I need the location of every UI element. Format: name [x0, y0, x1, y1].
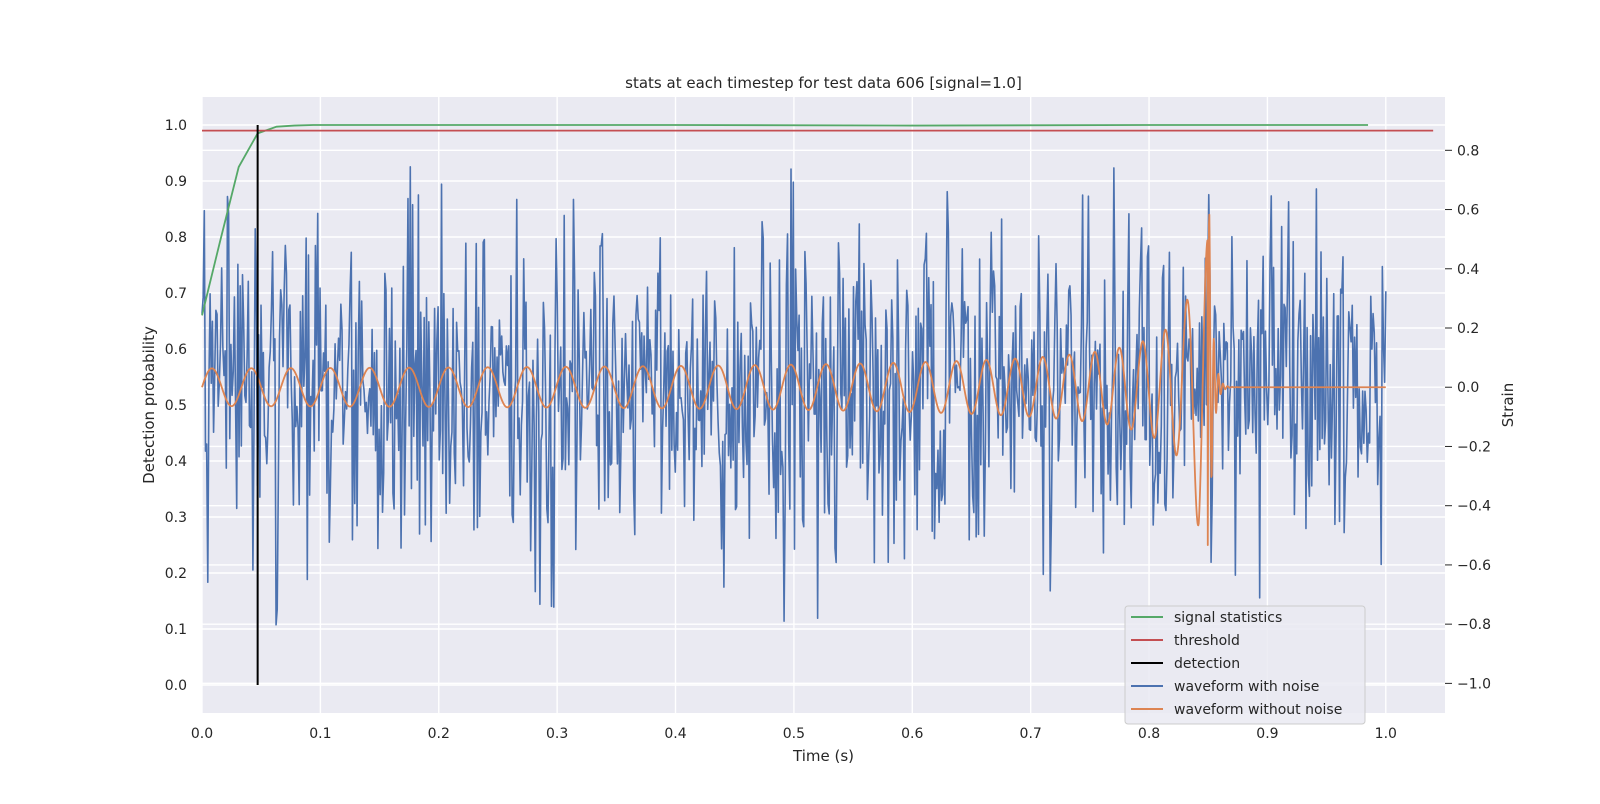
y-tick-label-left: 0.7 — [165, 286, 187, 302]
y-tick-label-right: 0.2 — [1457, 321, 1479, 337]
legend-label-detection: detection — [1174, 656, 1240, 672]
x-tick-label: 0.2 — [428, 726, 450, 742]
y-axis-label-left: Detection probability — [140, 326, 158, 484]
legend-box — [1124, 605, 1366, 725]
y-tick-label-right: −0.6 — [1457, 558, 1491, 574]
y-tick-label-left: 0.8 — [165, 230, 187, 246]
chart-title: stats at each timestep for test data 606… — [625, 74, 1022, 92]
y-tick-label-left: 0.9 — [165, 174, 187, 190]
y-tick-label-right: −0.2 — [1457, 439, 1491, 455]
y-tick-label-right: 0.6 — [1457, 203, 1479, 219]
y-tick-label-left: 0.3 — [165, 510, 187, 526]
y-tick-label-right: −1.0 — [1457, 676, 1491, 692]
x-tick-label: 0.5 — [783, 726, 805, 742]
x-tick-label: 0.4 — [664, 726, 686, 742]
y-tick-label-left: 0.2 — [165, 566, 187, 582]
y-tick-label-left: 0.0 — [165, 678, 187, 694]
x-tick-label: 1.0 — [1375, 726, 1397, 742]
y-axis-label-right: Strain — [1499, 383, 1517, 427]
y-tick-label-left: 0.1 — [165, 622, 187, 638]
y-tick-label-left: 1.0 — [165, 118, 187, 134]
x-tick-label: 0.8 — [1138, 726, 1160, 742]
axes: 0.0 0.1 0.2 0.3 0.4 0.5 0.6 0.7 0.8 0.9 1.0 0.0 0.1 0… — [165, 118, 1491, 742]
x-tick-label: 0.7 — [1020, 726, 1042, 742]
legend-label-threshold: threshold — [1174, 633, 1240, 649]
y-tick-label-right: 0.4 — [1457, 262, 1479, 278]
series-line-waveform-without-noise — [201, 213, 1387, 546]
data-layer — [201, 124, 1434, 685]
y-tick-label-right: −0.8 — [1457, 617, 1491, 633]
y-tick-label-left: 0.6 — [165, 342, 187, 358]
x-tick-label: 0.0 — [191, 726, 213, 742]
legend-label-waveform-with-noise: waveform with noise — [1174, 679, 1319, 695]
y-tick-label-left: 0.4 — [165, 454, 187, 470]
x-tick-label: 0.9 — [1256, 726, 1278, 742]
y-tick-label-right: −0.4 — [1457, 499, 1491, 515]
legend: signal statistics threshold detection wavef… — [1124, 605, 1366, 725]
y-tick-label-left: 0.5 — [165, 398, 187, 414]
series-line-signal-statistics — [201, 124, 1369, 316]
x-tick-label: 0.6 — [901, 726, 923, 742]
legend-label-waveform-without-noise: waveform without noise — [1174, 702, 1342, 718]
y-tick-label-right: 0.8 — [1457, 143, 1479, 159]
x-axis-label: Time (s) — [792, 747, 854, 765]
y-tick-label-right: 0.0 — [1457, 380, 1479, 396]
x-tick-label: 0.3 — [546, 726, 568, 742]
series-line-waveform-with-noise — [201, 166, 1387, 626]
x-tick-label: 0.1 — [309, 726, 331, 742]
legend-label-signal-statistics: signal statistics — [1174, 610, 1282, 626]
